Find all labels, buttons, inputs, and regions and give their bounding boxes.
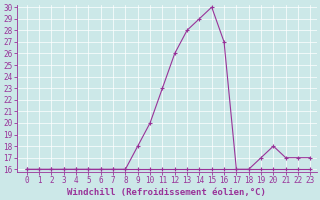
- X-axis label: Windchill (Refroidissement éolien,°C): Windchill (Refroidissement éolien,°C): [67, 188, 266, 197]
